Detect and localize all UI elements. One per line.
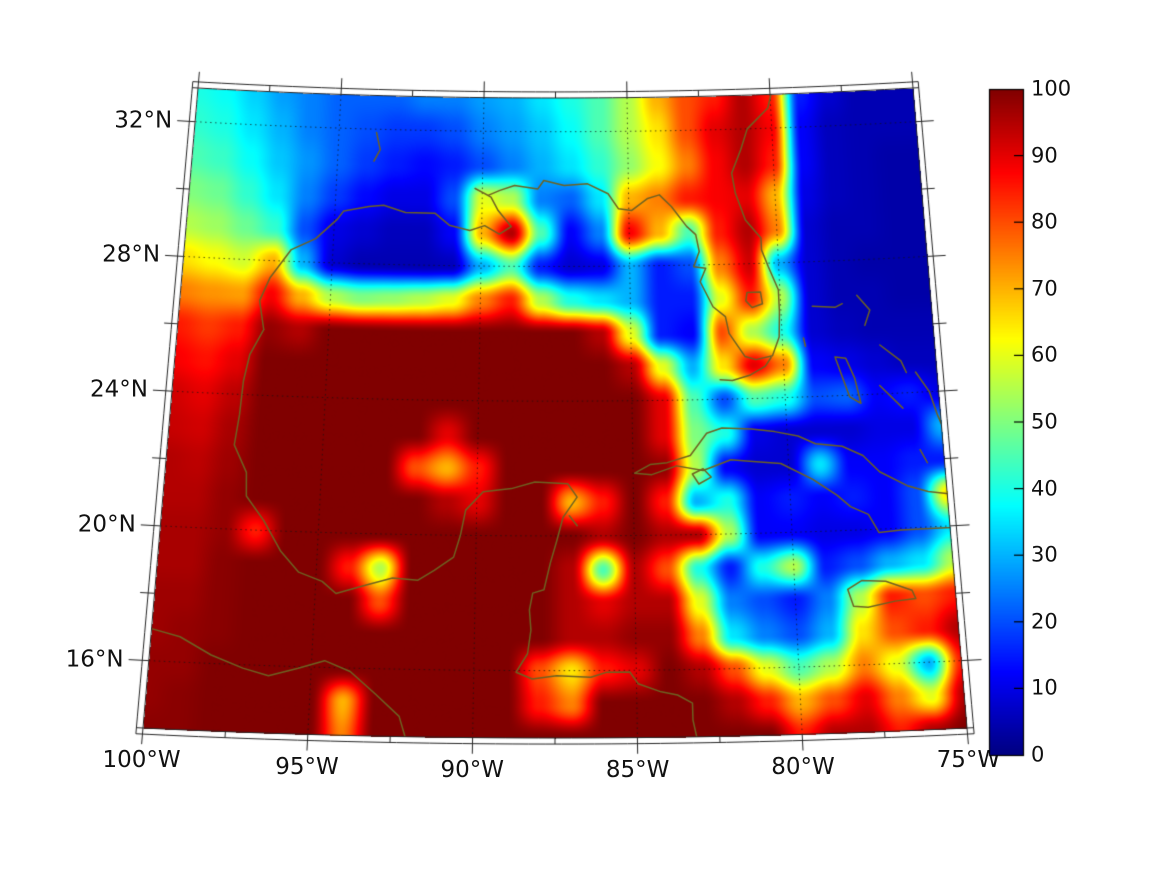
figure: 100°W95°W90°W85°W80°W75°W32°N28°N24°N20°…	[0, 0, 1167, 875]
map-canvas	[0, 0, 1167, 875]
